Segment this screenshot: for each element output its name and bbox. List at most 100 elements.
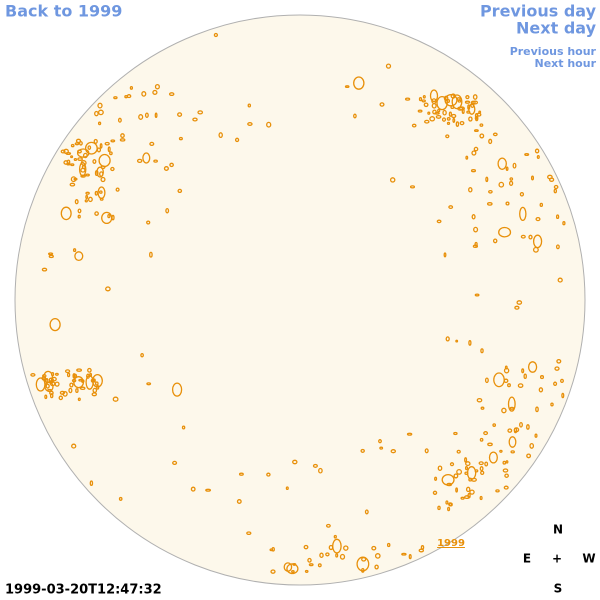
feature [505, 201, 510, 206]
feature [30, 373, 36, 377]
feature [510, 450, 515, 454]
feature [335, 553, 339, 558]
feature [92, 159, 97, 164]
feature [64, 369, 71, 374]
feature [72, 248, 77, 253]
feature [385, 63, 392, 69]
feature [517, 383, 524, 388]
feature [418, 96, 423, 102]
feature [361, 556, 367, 562]
feature [146, 220, 151, 225]
feature [505, 166, 509, 172]
feature [401, 552, 407, 556]
feature [80, 167, 86, 173]
feature [74, 199, 79, 205]
feature [140, 352, 144, 358]
feature [520, 234, 526, 239]
feature [35, 377, 46, 392]
feature [144, 112, 149, 118]
feature [478, 461, 484, 466]
feature [87, 367, 92, 373]
feature [77, 208, 82, 214]
feature [99, 197, 104, 201]
feature [470, 169, 477, 173]
feature [58, 395, 64, 401]
feature [307, 557, 312, 563]
feature [453, 431, 458, 436]
feature [390, 449, 397, 454]
feature [192, 117, 198, 122]
feature [512, 162, 517, 169]
feature [529, 442, 535, 449]
feature [468, 116, 473, 122]
feature [117, 117, 122, 123]
feature [97, 109, 104, 116]
feature [486, 202, 493, 206]
feature [480, 406, 485, 410]
feature [47, 252, 54, 256]
feature [115, 187, 120, 192]
feature [96, 385, 100, 390]
feature [85, 194, 89, 200]
feature [325, 523, 331, 528]
feature [163, 166, 169, 171]
feature [85, 191, 90, 195]
feature [488, 138, 493, 145]
next-day-link[interactable]: Next day [516, 19, 597, 38]
feature [149, 251, 153, 258]
back-link[interactable]: Back to 1999 [5, 2, 122, 21]
feature [484, 377, 489, 384]
feature [524, 152, 530, 157]
features [30, 32, 566, 575]
previous-day-link[interactable]: Previous day [480, 2, 597, 21]
feature [553, 188, 558, 194]
feature [59, 390, 66, 395]
feature [479, 437, 484, 442]
feature [479, 466, 484, 472]
feature [89, 480, 94, 487]
feature [81, 379, 85, 383]
feature [73, 157, 78, 162]
feature [478, 110, 482, 114]
feature [74, 142, 80, 146]
feature [99, 143, 103, 149]
feature [461, 108, 465, 115]
feature [154, 112, 158, 118]
feature [492, 423, 497, 427]
disk-label[interactable]: 1999 [437, 538, 465, 549]
feature [488, 189, 493, 194]
feature [452, 117, 456, 123]
feature [528, 234, 533, 240]
feature [91, 392, 98, 397]
feature [120, 133, 125, 139]
feature [378, 439, 382, 444]
feature [107, 146, 111, 153]
feature [343, 545, 349, 551]
feature [406, 432, 413, 436]
feature [94, 381, 99, 386]
feature [308, 563, 314, 567]
feature [535, 406, 539, 413]
feature [465, 486, 471, 493]
feature [318, 467, 323, 474]
feature [502, 468, 509, 473]
feature [431, 98, 437, 104]
feature [464, 457, 468, 463]
timestamp: 1999-03-20T12:47:32 [5, 583, 162, 598]
next-hour-link[interactable]: Next hour [535, 57, 597, 70]
feature [77, 157, 83, 161]
feature [424, 119, 430, 124]
feature [94, 170, 99, 177]
feature [404, 97, 411, 101]
feature [136, 158, 143, 164]
feature [238, 472, 244, 476]
feature [460, 496, 465, 500]
feature [152, 89, 158, 95]
previous-hour-link[interactable]: Previous hour [510, 45, 597, 58]
feature [422, 94, 426, 99]
feature [266, 121, 272, 128]
feature [79, 386, 86, 391]
feature [535, 216, 541, 222]
feature [456, 468, 463, 475]
feature [536, 154, 540, 160]
